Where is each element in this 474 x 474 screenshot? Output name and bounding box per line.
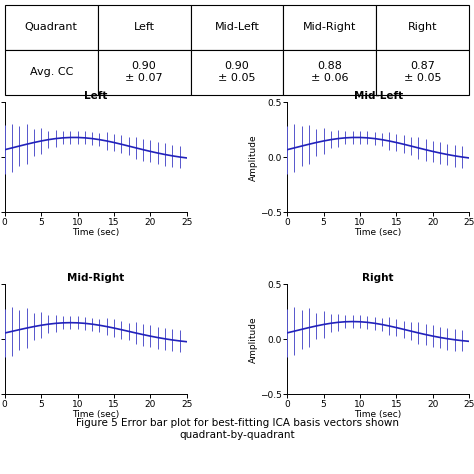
X-axis label: Time (sec): Time (sec) bbox=[72, 228, 119, 237]
Title: Mid-Right: Mid-Right bbox=[67, 273, 125, 283]
X-axis label: Time (sec): Time (sec) bbox=[72, 410, 119, 419]
Y-axis label: Amplitude: Amplitude bbox=[249, 134, 258, 181]
X-axis label: Time (sec): Time (sec) bbox=[355, 410, 402, 419]
Y-axis label: Amplitude: Amplitude bbox=[249, 316, 258, 363]
Title: Mid-Left: Mid-Left bbox=[354, 91, 403, 101]
Title: Left: Left bbox=[84, 91, 108, 101]
X-axis label: Time (sec): Time (sec) bbox=[355, 228, 402, 237]
Title: Right: Right bbox=[363, 273, 394, 283]
Text: Figure 5 Error bar plot for best-fitting ICA basis vectors shown
quadrant-by-qua: Figure 5 Error bar plot for best-fitting… bbox=[75, 418, 399, 439]
